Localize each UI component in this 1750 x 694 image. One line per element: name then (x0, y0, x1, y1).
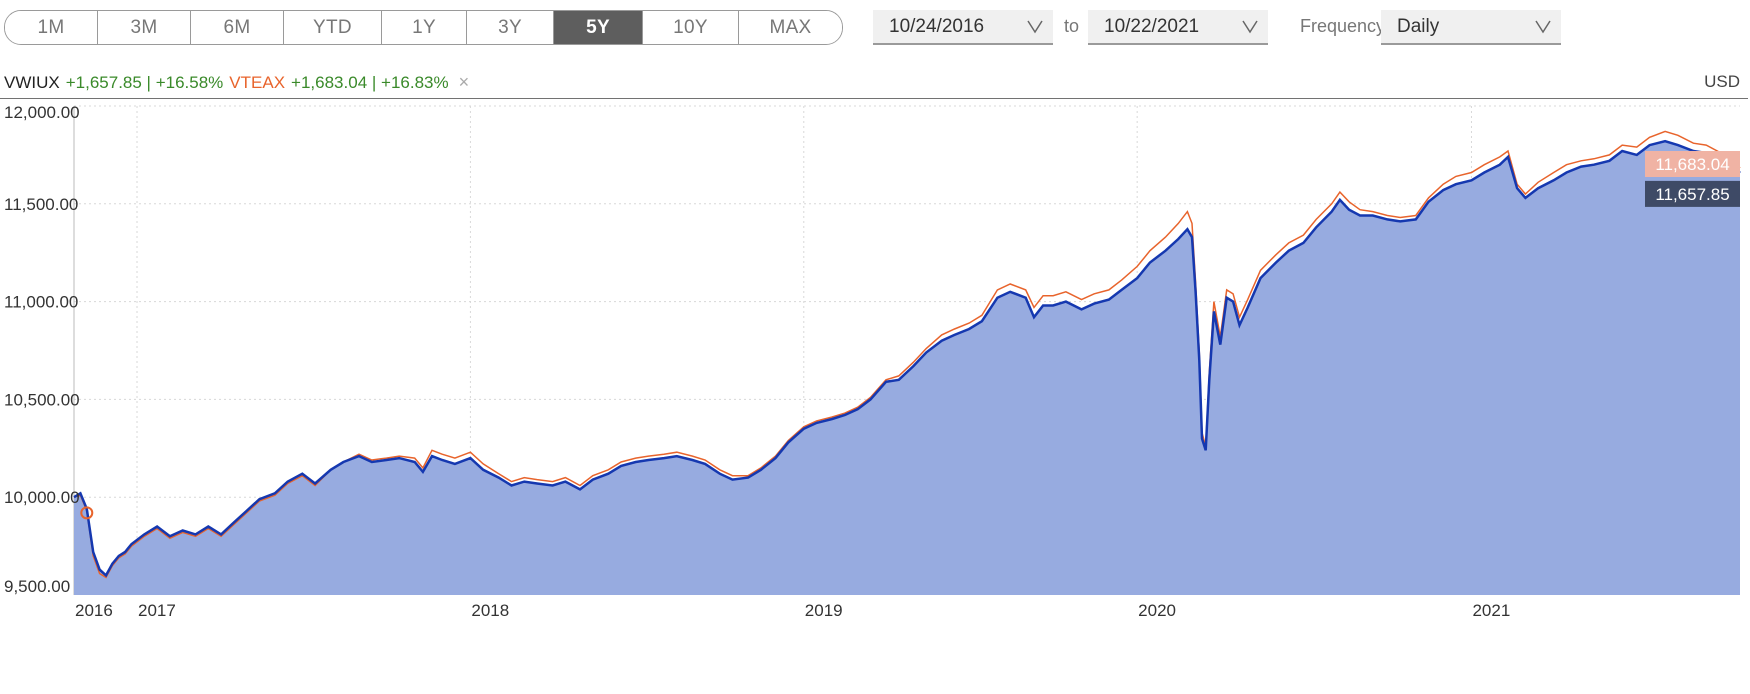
y-tick-label: 10,500.00 (4, 390, 80, 409)
range-selector: 1M 3M 6M YTD 1Y 3Y 5Y 10Y MAX (4, 10, 843, 45)
x-tick-label: 2019 (805, 601, 843, 620)
remove-comparison-icon[interactable]: × (458, 72, 470, 92)
range-3m-button[interactable]: 3M (98, 11, 191, 44)
y-tick-label: 12,000.00 (4, 103, 80, 122)
legend-series1-change: +1,657.85 | +16.58% (65, 72, 224, 92)
range-5y-button[interactable]: 5Y (554, 11, 643, 44)
chevron-down-icon (1027, 20, 1043, 34)
range-ytd-button[interactable]: YTD (284, 11, 382, 44)
vteax-last-value-box (1645, 151, 1740, 178)
range-6m-button[interactable]: 6M (191, 11, 284, 44)
x-tick-label: 2016 (75, 601, 113, 620)
chevron-down-icon (1535, 20, 1551, 34)
vwiux-last-value-label: 11,657.85 (1655, 185, 1729, 204)
y-axis: 9,500.00 10,000.00 10,500.00 11,000.00 11,50… (4, 103, 80, 596)
vwiux-last-value-box (1645, 180, 1740, 207)
legend-series2-change: +1,683.04 | +16.83% (291, 72, 449, 92)
performance-chart: 9,500.00 10,000.00 10,500.00 11,000.00 11,50… (0, 98, 1748, 620)
legend: VWIUX +1,657.85 | +16.58% VTEAX +1,683.0… (4, 72, 475, 93)
start-date-value: 10/24/2016 (889, 15, 985, 37)
x-tick-label: 2021 (1472, 601, 1510, 620)
legend-series2-name: VTEAX (229, 72, 286, 92)
y-tick-label: 11,000.00 (4, 293, 78, 312)
y-tick-label: 10,000.00 (4, 488, 80, 507)
frequency-label: Frequency (1300, 16, 1386, 36)
series-vwiux-area (74, 141, 1740, 595)
start-date-picker[interactable]: 10/24/2016 (873, 10, 1053, 45)
range-1y-button[interactable]: 1Y (382, 11, 467, 44)
frequency-value: Daily (1397, 15, 1440, 37)
currency-label: USD (1704, 72, 1740, 91)
range-1m-button[interactable]: 1M (5, 11, 98, 44)
range-3y-button[interactable]: 3Y (467, 11, 554, 44)
series-vwiux-line (73, 139, 1741, 578)
x-tick-label: 2017 (138, 601, 176, 620)
vteax-last-value-label: 11,683.04 (1655, 155, 1729, 174)
range-10y-button[interactable]: 10Y (643, 11, 739, 44)
frequency-select[interactable]: Daily (1381, 10, 1561, 45)
range-max-button[interactable]: MAX (739, 11, 842, 44)
y-tick-label: 9,500.00 (4, 577, 70, 596)
x-tick-label: 2020 (1138, 601, 1176, 620)
end-date-value: 10/22/2021 (1104, 15, 1200, 37)
y-tick-label: 11,500.00 (4, 195, 78, 214)
end-date-picker[interactable]: 10/22/2021 (1088, 10, 1268, 45)
date-separator: to (1064, 16, 1080, 36)
last-value-labels: 11,683.04 11,657.85 (1645, 151, 1740, 207)
x-axis: 2016 2017 2018 2019 2020 2021 (75, 601, 1510, 620)
chevron-down-icon (1242, 20, 1258, 34)
x-tick-label: 2018 (471, 601, 509, 620)
series-vteax-line (73, 130, 1741, 579)
legend-series1-name: VWIUX (4, 72, 60, 92)
start-point-marker (80, 506, 94, 520)
